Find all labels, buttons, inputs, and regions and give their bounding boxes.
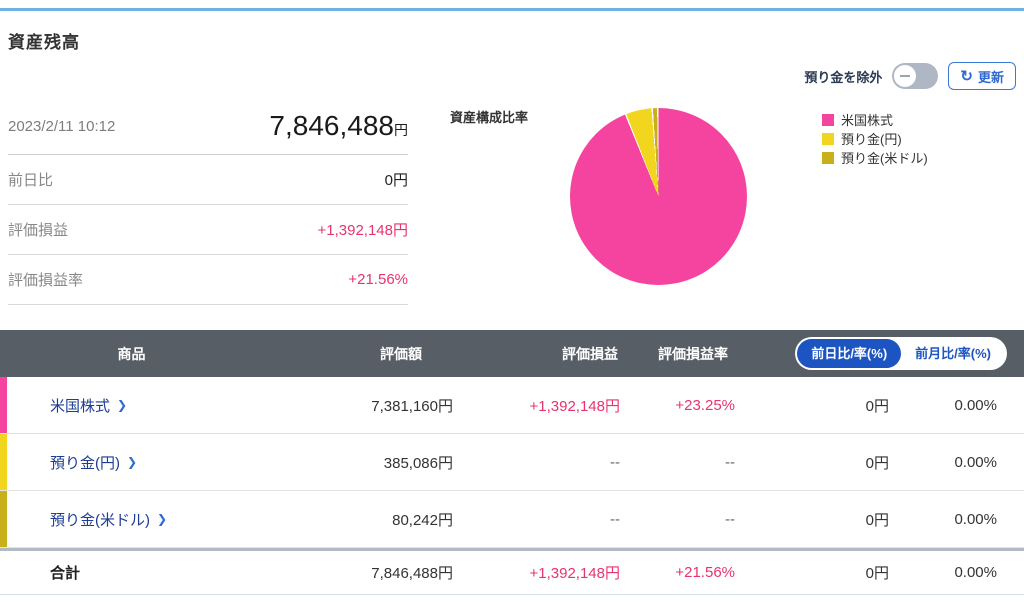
summary-row-gain: 評価損益 +1,392,148円 — [8, 205, 408, 255]
asset-allocation-pie-chart — [570, 108, 747, 285]
exclude-deposit-toggle-label: 預り金を除外 — [804, 69, 883, 85]
header-gain: 評価損益 — [562, 345, 618, 362]
day-change-cell: 0円 — [865, 454, 889, 472]
legend-item-deposit-jpy: 預り金(円) — [822, 129, 928, 148]
total-gain-cell: +1,392,148円 — [529, 565, 621, 582]
row-stripe — [0, 434, 7, 490]
legend-label: 預り金(円) — [841, 132, 902, 147]
pie-chart-title: 資産構成比率 — [450, 110, 529, 125]
header-valuation: 評価額 — [380, 345, 422, 362]
summary-row-day-change: 前日比 0円 — [8, 155, 408, 205]
gain-rate-cell: -- — [725, 453, 735, 471]
legend-label: 預り金(米ドル) — [841, 151, 928, 166]
table-row-deposit-jpy: 預り金(円) ❯ 385,086円 -- -- 0円 0.00% — [0, 434, 1024, 491]
chevron-right-icon: ❯ — [117, 398, 128, 412]
legend-swatch-deposit-usd — [822, 151, 834, 164]
top-accent-line — [0, 8, 1024, 11]
gain-cell: +1,392,148円 — [529, 397, 621, 415]
asset-table: 商品 評価額 評価損益 評価損益率 前日比/率(%) 前月比/率(%) 米国株式… — [0, 330, 1024, 595]
segment-month-change[interactable]: 前月比/率(%) — [901, 339, 1005, 368]
valuation-cell: 7,381,160円 — [371, 397, 453, 415]
gain-rate-cell: +23.25% — [675, 396, 735, 414]
refresh-icon: ↻ — [960, 67, 973, 85]
chevron-right-icon: ❯ — [157, 512, 168, 526]
gain-rate-cell: -- — [725, 510, 735, 528]
product-link-us-stocks[interactable]: 米国株式 ❯ — [50, 397, 128, 415]
product-link-deposit-usd[interactable]: 預り金(米ドル) ❯ — [50, 511, 168, 529]
asset-summary-panel: 2023/2/11 10:12 7,846,488円 前日比 0円 評価損益 +… — [8, 98, 408, 305]
gain-rate-label: 評価損益率 — [8, 272, 84, 289]
table-header-row: 商品 評価額 評価損益 評価損益率 前日比/率(%) 前月比/率(%) — [0, 330, 1024, 377]
gain-value: +1,392,148円 — [317, 222, 409, 239]
header-product: 商品 — [117, 345, 146, 362]
toggle-knob-icon — [894, 65, 917, 87]
day-rate-cell: 0.00% — [954, 453, 997, 471]
gain-cell: -- — [610, 453, 620, 471]
total-day-change-cell: 0円 — [865, 565, 889, 582]
day-change-label: 前日比 — [8, 172, 54, 189]
page-title: 資産残高 — [8, 33, 80, 52]
refresh-button-label: 更新 — [977, 69, 1004, 85]
product-link-deposit-jpy[interactable]: 預り金(円) ❯ — [50, 454, 138, 472]
valuation-cell: 385,086円 — [383, 454, 453, 472]
row-stripe — [0, 377, 7, 433]
day-change-cell: 0円 — [865, 397, 889, 415]
pie-chart-legend: 米国株式 預り金(円) 預り金(米ドル) — [822, 110, 928, 167]
gain-cell: -- — [610, 510, 620, 528]
gain-label: 評価損益 — [8, 222, 69, 239]
timestamp: 2023/2/11 10:12 — [8, 117, 116, 135]
summary-row-gain-rate: 評価損益率 +21.56% — [8, 255, 408, 305]
chevron-right-icon: ❯ — [127, 455, 138, 469]
table-row-deposit-usd: 預り金(米ドル) ❯ 80,242円 -- -- 0円 0.00% — [0, 491, 1024, 548]
day-change-value: 0円 — [384, 172, 408, 189]
legend-label: 米国株式 — [841, 113, 894, 128]
total-asset-value: 7,846,488円 — [269, 110, 408, 141]
period-segment-group: 前日比/率(%) 前月比/率(%) — [795, 337, 1007, 370]
total-valuation-cell: 7,846,488円 — [371, 565, 453, 582]
day-change-cell: 0円 — [865, 511, 889, 529]
header-gain-rate: 評価損益率 — [658, 345, 728, 362]
currency-unit: 円 — [394, 122, 408, 138]
total-gain-rate-cell: +21.56% — [675, 564, 735, 581]
segment-day-change[interactable]: 前日比/率(%) — [797, 339, 902, 368]
legend-item-deposit-usd: 預り金(米ドル) — [822, 148, 928, 167]
header-controls: 預り金を除外 ↻ 更新 — [804, 61, 1016, 91]
exclude-deposit-toggle[interactable] — [892, 63, 939, 89]
table-row-us-stocks: 米国株式 ❯ 7,381,160円 +1,392,148円 +23.25% 0円 … — [0, 377, 1024, 434]
legend-swatch-us-stocks — [822, 113, 834, 126]
summary-total-row: 2023/2/11 10:12 7,846,488円 — [8, 98, 408, 155]
gain-rate-value: +21.56% — [348, 271, 408, 288]
row-stripe — [0, 491, 7, 547]
day-rate-cell: 0.00% — [954, 510, 997, 528]
day-rate-cell: 0.00% — [954, 396, 997, 414]
valuation-cell: 80,242円 — [392, 511, 453, 529]
total-day-rate-cell: 0.00% — [954, 564, 997, 581]
refresh-button[interactable]: ↻ 更新 — [948, 62, 1016, 90]
table-row-total: 合計 7,846,488円 +1,392,148円 +21.56% 0円 0.0… — [0, 548, 1024, 595]
legend-item-us-stocks: 米国株式 — [822, 110, 928, 129]
total-label: 合計 — [50, 565, 81, 582]
legend-swatch-deposit-jpy — [822, 132, 834, 145]
